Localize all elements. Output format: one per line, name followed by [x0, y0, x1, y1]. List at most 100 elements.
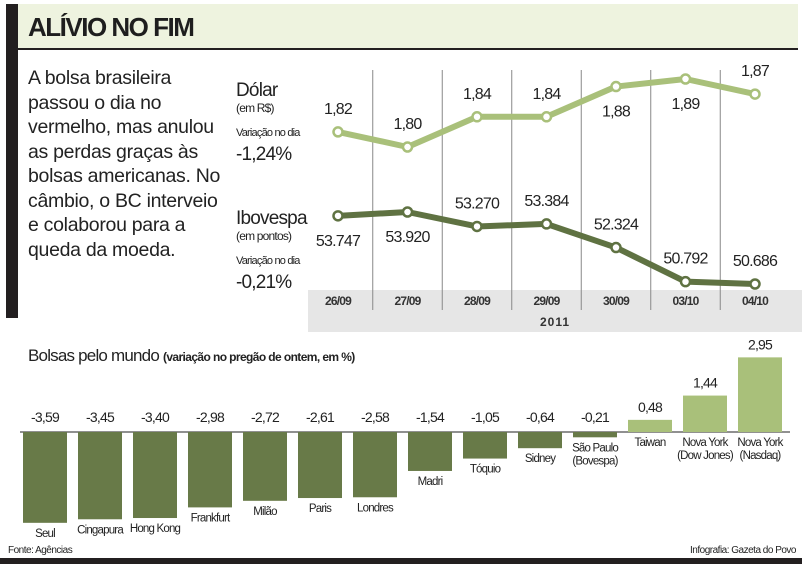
variation-value: -1,24% — [236, 144, 292, 165]
data-label: 1,84 — [463, 86, 492, 103]
bar-category-label: Nova York (Dow Jones) — [677, 437, 734, 462]
sidebar-accent-bar — [6, 4, 18, 318]
page-title: ALÍVIO NO FIM — [28, 12, 195, 42]
data-point — [610, 241, 622, 254]
series-name: Dólar — [236, 80, 279, 101]
bar-chart-title: Bolsas pelo mundo (variação no pregão de… — [28, 346, 355, 366]
category-line: São Paulo — [572, 442, 618, 454]
data-point — [540, 111, 553, 123]
data-point — [471, 111, 483, 123]
bar-value-label: -1,05 — [471, 409, 500, 425]
category-line: Seul — [35, 528, 55, 540]
bar-value-label: 0,48 — [638, 399, 663, 415]
bar-value-label: 1,44 — [693, 375, 718, 391]
category-line: Madri — [418, 476, 443, 488]
bar-subtitle: (variação no pregão de ontem, em %) — [162, 350, 355, 364]
category-line: Frankfurt — [191, 512, 231, 524]
bar — [133, 432, 177, 519]
data-label: 53.270 — [455, 195, 500, 212]
category-line: Londres — [357, 502, 394, 514]
data-label: 50.792 — [663, 251, 708, 268]
x-tick-label: 04/10 — [742, 294, 769, 308]
bar — [683, 395, 727, 432]
data-point — [749, 278, 761, 290]
x-tick-label: 03/10 — [672, 294, 699, 308]
data-point — [679, 275, 692, 288]
bar-category-label: São Paulo (Bovespa) — [572, 442, 619, 467]
data-label: 53.384 — [524, 193, 569, 210]
bar-title: Bolsas pelo mundo — [28, 346, 160, 365]
x-axis-label: 2011 — [540, 315, 570, 329]
data-point — [401, 141, 414, 153]
data-label: 1,82 — [324, 101, 353, 118]
series-unit: (em R$) — [236, 101, 275, 115]
bar — [353, 432, 397, 498]
bar — [628, 419, 672, 432]
bar-value-label: -3,59 — [31, 409, 60, 425]
line-chart: 26/09 27/09 28/09 29/09 30/09 03/10 04/10 2011 1… — [236, 63, 802, 332]
bar-value-label: -0,21 — [581, 409, 610, 425]
variation-value: -0,21% — [236, 272, 292, 293]
bar — [408, 432, 452, 471]
bar — [188, 432, 232, 508]
bar-category-label: Hong Kong — [130, 523, 181, 535]
category-line: Taiwan — [635, 437, 666, 449]
lead-text: A bolsa brasileira passou o dia no verme… — [28, 67, 221, 261]
credit-note: Infografia: Gazeta do Povo — [690, 545, 796, 556]
bar-value-label: -2,72 — [251, 409, 280, 425]
bar — [738, 357, 782, 432]
data-point — [332, 126, 344, 138]
bar-value-label: 2,95 — [748, 336, 773, 352]
data-label: 1,80 — [394, 116, 423, 133]
data-point — [540, 218, 553, 230]
bar-value-label: -3,45 — [86, 409, 115, 425]
data-label: 1,84 — [533, 86, 562, 103]
category-line: Milão — [253, 506, 277, 518]
variation-label: Variação no dia — [236, 127, 301, 139]
bar-value-label: -0,64 — [526, 409, 555, 425]
data-label: 50.686 — [733, 253, 778, 270]
category-line: Tóquio — [470, 464, 501, 476]
bar-value-label: -1,54 — [416, 409, 445, 425]
series-unit: (em pontos) — [236, 229, 292, 243]
data-label: 53.747 — [316, 233, 361, 250]
header: ALÍVIO NO FIM — [18, 4, 798, 50]
category-line: (Bovespa) — [572, 455, 618, 467]
data-label: 1,88 — [602, 104, 631, 121]
bar-category-label: Frankfurt — [191, 512, 231, 524]
x-tick-label: 30/09 — [603, 294, 630, 308]
data-label: 53.920 — [385, 229, 430, 246]
data-label: 1,89 — [672, 96, 701, 113]
bar-category-label: Madri — [418, 476, 443, 488]
bar — [298, 432, 342, 499]
category-line: Cingapura — [77, 524, 124, 536]
data-point — [401, 206, 414, 218]
source-note: Fonte: Agências — [8, 545, 73, 556]
bar-value-label: -2,58 — [361, 409, 390, 425]
bar-category-label: Tóquio — [470, 464, 501, 476]
bar — [573, 432, 617, 438]
bar-value-label: -3,40 — [141, 409, 170, 425]
bar — [518, 432, 562, 449]
bar-category-label: Paris — [309, 503, 332, 515]
data-point — [332, 210, 344, 222]
series-name: Ibovespa — [236, 208, 308, 229]
data-label: 1,87 — [741, 63, 770, 80]
bar-value-label: -2,61 — [306, 409, 335, 425]
bar-category-label: Cingapura — [77, 524, 124, 536]
bar — [463, 432, 507, 459]
bar-category-label: Milão — [253, 506, 277, 518]
bar-value-label: -2,98 — [196, 409, 225, 425]
x-tick-label: 26/09 — [325, 294, 352, 308]
bar-category-label: Londres — [357, 502, 394, 514]
bar — [243, 432, 287, 501]
x-tick-label: 28/09 — [464, 294, 491, 308]
bottom-bar — [0, 558, 802, 564]
bar-category-label: Seul — [35, 528, 55, 540]
x-tick-label: 29/09 — [533, 294, 560, 308]
category-line: (Dow Jones) — [677, 450, 734, 462]
category-line: Hong Kong — [130, 523, 181, 535]
category-line: (Nasdaq) — [740, 450, 782, 462]
category-line: Sidney — [525, 453, 556, 465]
